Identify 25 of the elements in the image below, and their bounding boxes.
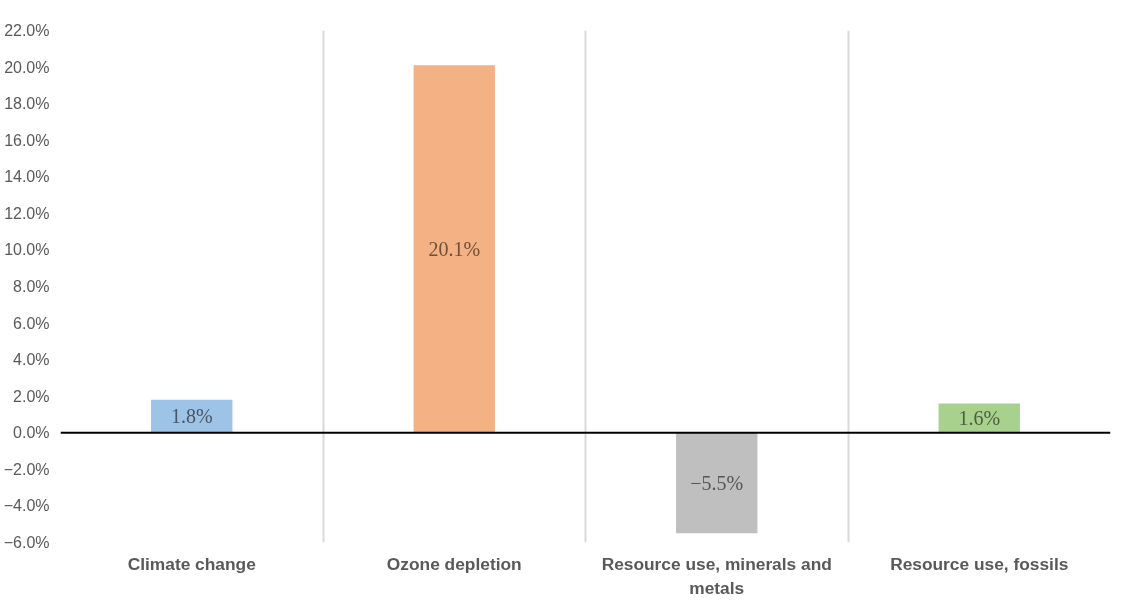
bar xyxy=(413,65,495,433)
x-tick-label: Ozone depletion xyxy=(386,553,522,574)
x-tick-label: Climate change xyxy=(127,553,257,574)
y-tick-label: 20.0% xyxy=(4,58,50,76)
y-tick-label: 8.0% xyxy=(13,278,50,295)
y-tick-label: 10.0% xyxy=(4,241,50,259)
y-tick-label: 16.0% xyxy=(4,131,50,149)
data-label: 1.6% xyxy=(958,407,1001,430)
y-tick-label: 4.0% xyxy=(13,351,50,369)
y-tick-label: 2.0% xyxy=(13,387,50,405)
y-tick-label: −2.0% xyxy=(3,460,50,478)
y-tick-label: 14.0% xyxy=(4,168,50,186)
x-tick-label: Resource use, fossils xyxy=(890,553,1069,574)
bar xyxy=(676,432,758,534)
y-tick-label: −6.0% xyxy=(3,534,50,551)
y-tick-label: 6.0% xyxy=(13,314,50,332)
y-tick-label: 22.0% xyxy=(4,22,50,39)
y-tick-label: −4.0% xyxy=(3,497,50,515)
data-label: 20.1% xyxy=(428,238,481,261)
data-label: 1.8% xyxy=(170,405,213,428)
y-tick-label: 18.0% xyxy=(4,95,50,113)
y-tick-label: 12.0% xyxy=(4,204,50,222)
y-tick-label: 0.0% xyxy=(13,424,50,442)
x-tick-label: Resource use, minerals and metals xyxy=(601,553,832,598)
data-label: −5.5% xyxy=(690,472,744,495)
